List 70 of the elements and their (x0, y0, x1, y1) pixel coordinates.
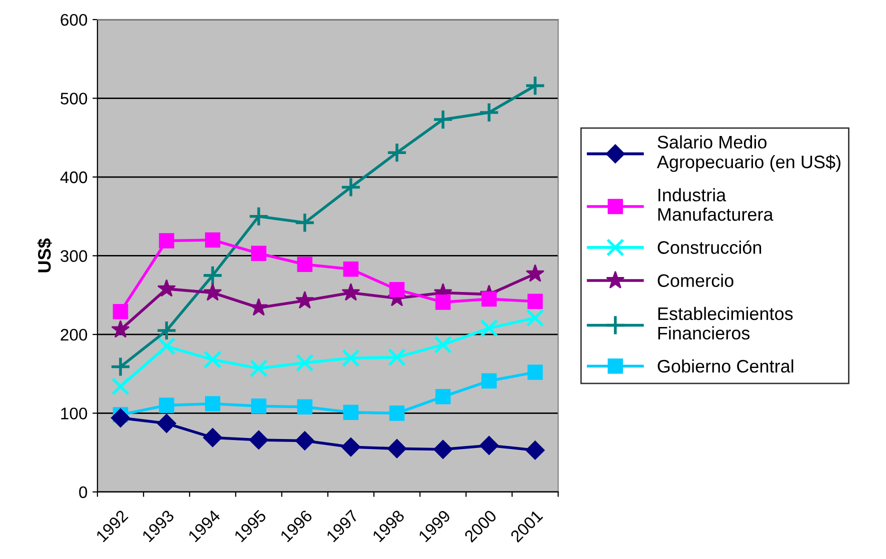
point (110, 408, 130, 428)
point (386, 142, 408, 164)
point (203, 428, 222, 448)
legend-label: Gobierno Central (658, 359, 794, 373)
y-tick-label: 600 (60, 14, 88, 26)
point (204, 350, 222, 369)
point (157, 279, 176, 297)
point (526, 308, 544, 327)
point (249, 430, 268, 450)
point (387, 439, 406, 458)
point (157, 414, 176, 433)
point (249, 298, 268, 316)
point (388, 348, 406, 366)
point (478, 102, 500, 123)
legend-label: Establecimientos Financieros (658, 306, 793, 340)
point (340, 176, 362, 198)
point (432, 109, 454, 130)
point (158, 233, 174, 248)
point (297, 399, 312, 415)
point (343, 261, 358, 277)
point (111, 377, 130, 396)
point (156, 320, 177, 341)
point (205, 232, 220, 248)
y-tick-label: 0 (79, 486, 88, 498)
legend-label: Industria Manufacturera (658, 188, 774, 221)
point (435, 389, 451, 404)
point (341, 438, 360, 457)
y-tick-label: 400 (60, 171, 88, 184)
point (111, 320, 130, 338)
point (296, 354, 314, 372)
legend-label: Construcción (658, 240, 762, 254)
point (434, 336, 452, 354)
point (110, 356, 131, 378)
y-axis-title: US$ (37, 238, 52, 272)
point (342, 349, 360, 368)
point (205, 396, 220, 412)
point (251, 398, 266, 414)
point (203, 283, 222, 301)
y-tick-label: 300 (60, 250, 88, 262)
point (435, 294, 451, 310)
point (112, 304, 128, 320)
point (202, 265, 224, 286)
legend-label: Salario Medio Agropecuario (en US$) (656, 135, 840, 172)
y-tick-label: 200 (60, 328, 88, 341)
point (480, 319, 498, 338)
point (526, 440, 545, 460)
point (343, 404, 358, 420)
point (342, 283, 360, 301)
point (528, 294, 543, 310)
point (481, 291, 497, 307)
point (389, 406, 405, 421)
point (158, 337, 176, 356)
point (158, 398, 174, 413)
point (528, 364, 543, 380)
point (524, 75, 546, 96)
point (295, 431, 314, 450)
point (296, 290, 314, 309)
point (480, 436, 499, 456)
point (433, 440, 453, 459)
y-tick-label: 500 (60, 92, 88, 104)
point (481, 373, 497, 389)
legend-label: Comercio (658, 274, 734, 288)
point (389, 282, 405, 298)
y-tick-label: 100 (61, 408, 88, 420)
point (251, 246, 266, 262)
point (297, 256, 312, 272)
point (248, 206, 270, 227)
point (526, 264, 544, 282)
point (294, 212, 316, 234)
point (250, 359, 268, 378)
